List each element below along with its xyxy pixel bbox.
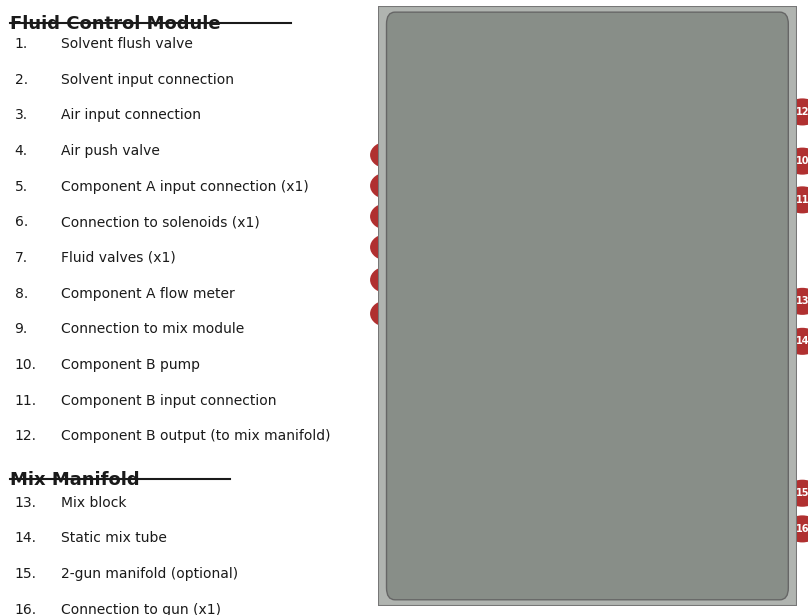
Text: 8.: 8. [15,287,27,301]
Text: 3.: 3. [15,108,27,122]
Text: 2.: 2. [15,73,27,87]
Text: Component B input connection: Component B input connection [61,394,276,408]
Text: Component B pump: Component B pump [61,358,200,372]
Text: Fluid valves (x1): Fluid valves (x1) [61,251,175,265]
Text: Connection to mix module: Connection to mix module [61,322,244,336]
Circle shape [785,515,808,542]
Text: 10: 10 [796,156,808,166]
Text: Connection to solenoids (x1): Connection to solenoids (x1) [61,215,259,229]
Text: 4.: 4. [15,144,27,158]
Circle shape [785,288,808,315]
Circle shape [425,411,461,438]
Text: Fluid Control Module: Fluid Control Module [10,15,221,33]
Text: 15: 15 [796,488,808,498]
Text: 2: 2 [467,27,475,37]
Circle shape [370,266,406,293]
Circle shape [785,480,808,507]
Text: 5: 5 [384,212,392,221]
Circle shape [785,328,808,355]
Text: 4: 4 [384,181,392,191]
Text: 10.: 10. [15,358,36,372]
Circle shape [490,18,525,46]
Text: 6.: 6. [15,215,27,229]
Circle shape [370,172,406,199]
Text: 14: 14 [796,336,808,346]
Circle shape [785,186,808,213]
Text: Component B output (to mix manifold): Component B output (to mix manifold) [61,429,330,443]
Text: 1: 1 [503,27,511,37]
Circle shape [370,203,406,230]
Text: Component A input connection (x1): Component A input connection (x1) [61,180,309,194]
Circle shape [370,300,406,327]
Text: Mix Manifold: Mix Manifold [10,471,139,489]
Text: 14.: 14. [15,531,36,546]
Circle shape [370,141,406,169]
Text: 6: 6 [384,242,392,252]
Text: Air input connection: Air input connection [61,108,200,122]
Text: Mix block: Mix block [61,496,126,510]
Text: Air push valve: Air push valve [61,144,159,158]
Text: 8: 8 [384,309,392,319]
FancyBboxPatch shape [378,6,797,606]
Text: 15.: 15. [15,567,36,581]
Text: 16: 16 [796,524,808,534]
Text: 12.: 12. [15,429,36,443]
Circle shape [370,234,406,261]
Text: 11: 11 [796,195,808,205]
Circle shape [785,98,808,125]
Text: 2-gun manifold (optional): 2-gun manifold (optional) [61,567,238,581]
Text: 13: 13 [796,296,808,306]
Text: 9: 9 [439,419,447,429]
FancyBboxPatch shape [386,12,789,600]
Text: 16.: 16. [15,603,36,615]
Text: 12: 12 [796,107,808,117]
Text: Component A flow meter: Component A flow meter [61,287,234,301]
Text: 9.: 9. [15,322,27,336]
Text: Solvent flush valve: Solvent flush valve [61,37,192,51]
Text: 5.: 5. [15,180,27,194]
Text: 3: 3 [384,150,392,160]
Text: 1.: 1. [15,37,27,51]
Text: 13.: 13. [15,496,36,510]
Text: 7.: 7. [15,251,27,265]
Text: Solvent input connection: Solvent input connection [61,73,234,87]
Text: 11.: 11. [15,394,36,408]
Circle shape [785,148,808,175]
Text: Static mix tube: Static mix tube [61,531,166,546]
Circle shape [453,18,489,46]
Text: 7: 7 [384,275,392,285]
Text: Connection to gun (x1): Connection to gun (x1) [61,603,221,615]
